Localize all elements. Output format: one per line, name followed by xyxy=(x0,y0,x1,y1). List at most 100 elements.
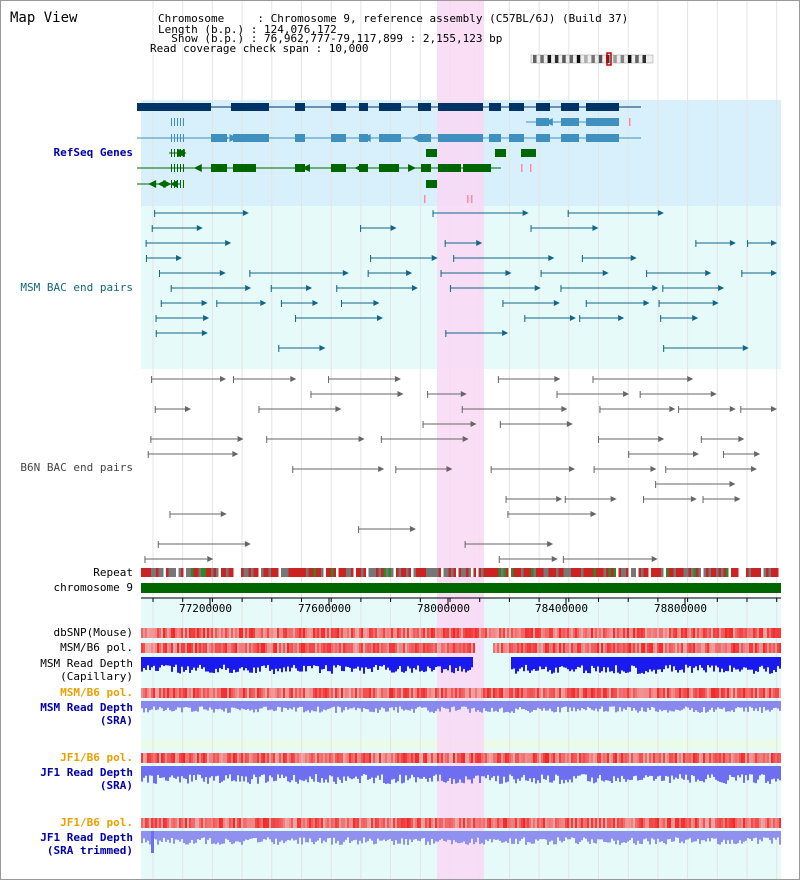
track-label-msm-b6-pol-1[interactable]: MSM/B6 pol. xyxy=(60,641,133,654)
msm-b6-pol-cell xyxy=(373,643,375,653)
repeat-element xyxy=(223,568,226,577)
dbsnp-cell xyxy=(285,628,287,638)
track-label-msm-bac[interactable]: MSM BAC end pairs xyxy=(20,281,133,294)
msm-b6-pol-cell xyxy=(163,643,165,653)
repeat-element xyxy=(653,568,656,577)
msm-capillary-depth-bar xyxy=(699,657,701,666)
msm-b6-pol-cell xyxy=(197,688,199,698)
msm-b6-pol-cell xyxy=(397,643,399,653)
msm-capillary-depth-bar xyxy=(437,657,439,667)
msm-capillary-depth-bar xyxy=(765,657,767,672)
jf1-b6-pol-cell xyxy=(599,818,601,828)
jf1-sra-depth-bar xyxy=(581,766,583,775)
jf1-b6-pol-cell xyxy=(261,753,263,763)
track-label-msm-depth-capillary[interactable]: MSM Read Depth xyxy=(40,657,133,670)
jf1-trimmed-depth-bar xyxy=(361,831,363,844)
jf1-b6-pol-cell xyxy=(717,818,719,828)
dbsnp-cell xyxy=(245,628,247,638)
jf1-trimmed-depth-bar xyxy=(693,831,695,842)
track-label-msm-depth-sra[interactable]: MSM Read Depth xyxy=(40,701,133,714)
jf1-sra-depth-bar xyxy=(561,766,563,780)
jf1-trimmed-depth-bar xyxy=(343,831,345,842)
msm-b6-pol-cell xyxy=(157,643,159,653)
msm-b6-pol-cell xyxy=(505,643,507,653)
gene-marker xyxy=(467,195,469,203)
msm-bac-end xyxy=(367,270,369,277)
msm-b6-pol-cell xyxy=(745,688,747,698)
msm-sra-depth-bar xyxy=(519,701,521,708)
track-label-jf1-b6-pol-2[interactable]: JF1/B6 pol. xyxy=(60,816,133,829)
track-label-jf1-depth-trimmed[interactable]: JF1 Read Depth xyxy=(40,831,133,844)
msm-b6-pol-cell xyxy=(413,643,415,653)
jf1-trimmed-depth-bar xyxy=(747,831,749,839)
track-label-jf1-b6-pol-1[interactable]: JF1/B6 pol. xyxy=(60,751,133,764)
ideogram-band xyxy=(642,55,646,63)
jf1-trimmed-depth-bar xyxy=(573,831,575,839)
jf1-sra-depth-bar xyxy=(331,766,333,777)
jf1-b6-pol-cell xyxy=(239,818,241,828)
jf1-trimmed-depth-bar xyxy=(777,831,779,838)
msm-capillary-depth-bar xyxy=(393,657,395,673)
jf1-trimmed-depth-bar xyxy=(171,831,173,838)
msm-b6-pol-cell xyxy=(375,688,377,698)
dbsnp-cell xyxy=(473,628,475,638)
msm-sra-depth-bar xyxy=(527,701,529,711)
jf1-b6-pol-cell xyxy=(283,818,285,828)
jf1-sra-depth-bar xyxy=(367,766,369,780)
gene-exon xyxy=(211,134,227,142)
jf1-sra-depth-bar xyxy=(287,766,289,782)
jf1-b6-pol-cell xyxy=(695,818,697,828)
jf1-sra-depth-bar xyxy=(567,766,569,783)
jf1-b6-pol-cell xyxy=(599,753,601,763)
jf1-sra-depth-bar xyxy=(631,766,633,780)
track-label-b6n-bac[interactable]: B6N BAC end pairs xyxy=(20,461,133,474)
jf1-b6-pol-cell xyxy=(729,818,731,828)
track-label-msm-b6-pol-2[interactable]: MSM/B6 pol. xyxy=(60,686,133,699)
jf1-b6-pol-cell xyxy=(299,753,301,763)
jf1-b6-pol-cell xyxy=(347,818,349,828)
msm-sra-depth-bar xyxy=(167,701,169,708)
msm-sra-depth-bar xyxy=(195,701,197,711)
msm-b6-pol-cell xyxy=(497,688,499,698)
dbsnp-cell xyxy=(633,628,635,638)
msm-capillary-depth-bar xyxy=(739,657,741,672)
jf1-b6-pol-cell xyxy=(529,818,531,828)
msm-b6-pol-cell xyxy=(427,643,429,653)
msm-sra-depth-bar xyxy=(545,701,547,711)
track-label-jf1-depth-sra[interactable]: JF1 Read Depth xyxy=(40,766,133,779)
jf1-sra-depth-bar xyxy=(177,766,179,777)
msm-sra-depth-bar xyxy=(149,701,151,711)
b6n-bac-end xyxy=(598,436,600,443)
jf1-b6-pol-cell xyxy=(305,818,307,828)
jf1-trimmed-depth-bar xyxy=(723,831,725,840)
msm-capillary-depth-bar xyxy=(761,657,763,666)
msm-b6-pol-cell xyxy=(637,643,639,653)
track-label-refseq[interactable]: RefSeq Genes xyxy=(53,146,133,159)
msm-bac-end xyxy=(540,270,542,277)
jf1-trimmed-depth-bar xyxy=(415,831,417,839)
msm-bac-end xyxy=(155,315,157,322)
jf1-b6-pol-cell xyxy=(201,753,203,763)
msm-b6-pol-cell xyxy=(515,688,517,698)
track-label-dbsnp[interactable]: dbSNP(Mouse) xyxy=(53,626,133,639)
jf1-sra-depth-bar xyxy=(673,766,675,780)
jf1-b6-pol-cell xyxy=(713,818,715,828)
strand-arrow xyxy=(590,511,597,517)
msm-capillary-depth-bar xyxy=(433,657,435,670)
jf1-b6-pol-cell xyxy=(347,753,349,763)
dbsnp-cell xyxy=(733,628,735,638)
repeat-element xyxy=(263,568,266,577)
jf1-b6-pol-cell xyxy=(263,818,265,828)
dbsnp-cell xyxy=(177,628,179,638)
msm-b6-pol-cell xyxy=(419,643,421,653)
track-label-repeat[interactable]: Repeat xyxy=(93,566,133,579)
msm-b6-pol-cell xyxy=(347,643,349,653)
jf1-trimmed-depth-bar xyxy=(631,831,633,838)
jf1-b6-pol-cell xyxy=(633,753,635,763)
jf1-b6-pol-cell xyxy=(371,818,373,828)
jf1-b6-pol-cell xyxy=(653,753,655,763)
msm-b6-pol-cell xyxy=(219,688,221,698)
jf1-sra-depth-bar xyxy=(365,766,367,775)
msm-b6-pol-cell xyxy=(421,643,423,653)
